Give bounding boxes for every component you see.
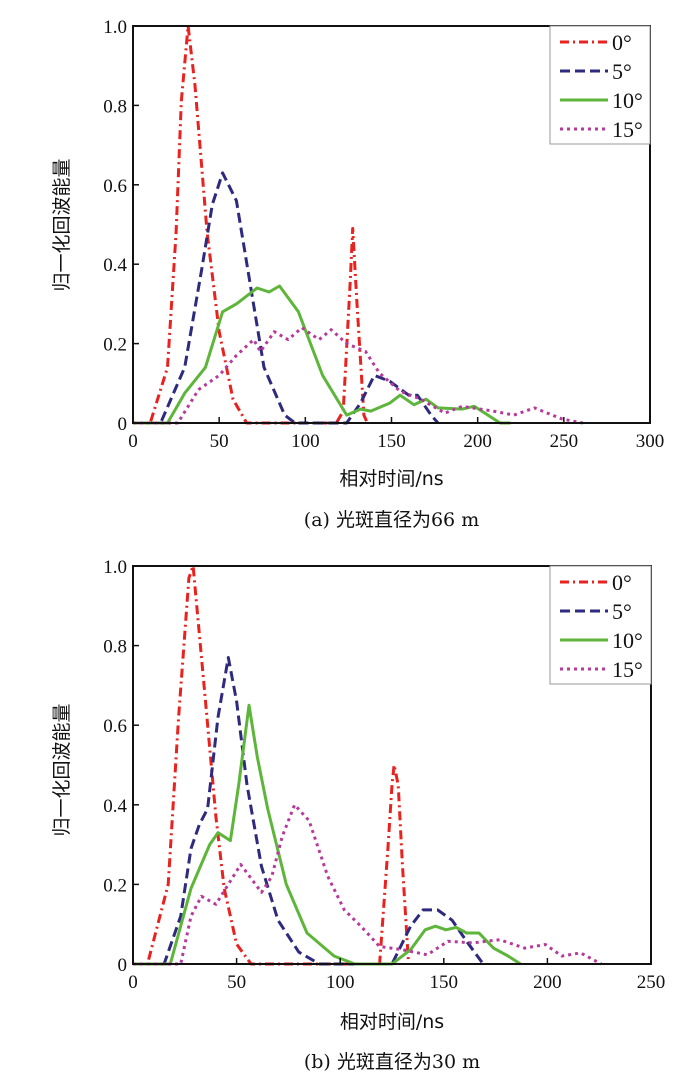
y-tick-label: 0.8 <box>103 637 127 658</box>
x-tick-label: 150 <box>377 431 406 452</box>
legend: 0° 5° 10° 15° <box>549 25 651 145</box>
legend-label: 10° <box>612 88 643 113</box>
y-axis-label: 归一化回波能量 <box>51 158 73 291</box>
y-axis-label: 归一化回波能量 <box>51 703 73 836</box>
series-line-5deg <box>133 656 485 966</box>
series-line-5deg <box>133 171 440 425</box>
y-tick-label: 1.0 <box>103 17 127 38</box>
legend-label: 5° <box>612 599 632 624</box>
x-tick-label: 200 <box>533 972 562 993</box>
legend-label: 10° <box>612 628 643 653</box>
x-tick-label: 0 <box>128 972 138 993</box>
legend-box <box>549 565 652 685</box>
y-tick-label: 1.0 <box>103 557 127 578</box>
x-axis-label: 相对时间/ns <box>339 468 443 490</box>
y-tick-label: 0.4 <box>103 796 127 817</box>
plot-frame <box>132 565 652 965</box>
y-tick-label: 0.4 <box>103 255 127 276</box>
subplot-b: 0 50 100 150 200 250 0 0.2 0.4 0.6 0.8 1.0 归一化回波能量相对… <box>51 557 665 1073</box>
legend-label: 15° <box>612 657 643 682</box>
y-tick-label: 0.6 <box>103 716 127 737</box>
subplot-a: 0 50 100 150 200 250 300 0 0.2 0.4 0.6 0.8 1.0 归一化回波能… <box>51 17 664 531</box>
y-tick-label: 0 <box>118 955 128 976</box>
x-tick-label: 250 <box>637 972 666 993</box>
legend: 0° 5° 10° 15° <box>549 565 652 685</box>
x-tick-label: 50 <box>210 431 229 452</box>
legend-label: 0° <box>612 570 632 595</box>
subplot-caption: (b) 光斑直径为30 m <box>304 1051 480 1073</box>
legend-label: 15° <box>612 117 643 142</box>
series-line-15deg <box>133 803 603 966</box>
x-tick-label: 250 <box>550 431 579 452</box>
y-tick-label: 0.2 <box>103 875 127 896</box>
series-line-10deg <box>133 703 522 966</box>
x-tick-label: 100 <box>291 431 320 452</box>
y-tick-label: 0 <box>118 414 128 435</box>
series-line-0deg <box>133 24 369 425</box>
legend-label: 5° <box>612 59 632 84</box>
x-tick-label: 0 <box>128 431 138 452</box>
y-tick-label: 0.8 <box>103 96 127 117</box>
legend-label: 0° <box>612 30 632 55</box>
series-line-10deg <box>133 284 511 425</box>
series-line-0deg <box>133 564 411 966</box>
y-tick-label: 0.6 <box>103 176 127 197</box>
x-tick-label: 150 <box>430 972 459 993</box>
y-tick-label: 0.2 <box>103 335 127 356</box>
legend-box <box>549 25 651 145</box>
x-tick-label: 200 <box>463 431 492 452</box>
subplot-caption: (a) 光斑直径为66 m <box>304 509 479 531</box>
x-tick-label: 100 <box>326 972 355 993</box>
x-tick-label: 50 <box>227 972 246 993</box>
x-tick-label: 300 <box>636 431 665 452</box>
x-axis-label: 相对时间/ns <box>340 1011 444 1033</box>
